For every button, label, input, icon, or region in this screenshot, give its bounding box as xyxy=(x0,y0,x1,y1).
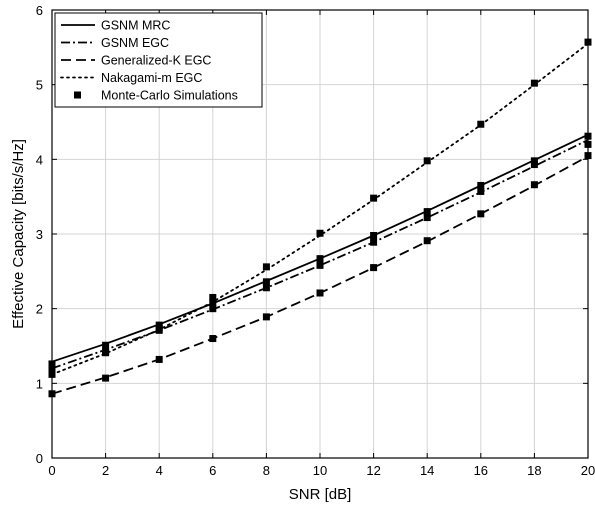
sim-marker xyxy=(370,231,378,239)
sim-marker xyxy=(209,293,217,301)
x-tick-label: 16 xyxy=(474,463,488,478)
x-tick-label: 20 xyxy=(581,463,595,478)
sim-marker xyxy=(370,194,378,202)
sim-marker xyxy=(530,157,538,165)
y-tick-label: 1 xyxy=(36,376,43,391)
sim-marker xyxy=(316,255,324,263)
sim-marker xyxy=(102,341,110,349)
sim-marker xyxy=(530,161,538,169)
sim-marker xyxy=(477,210,485,218)
sim-marker xyxy=(209,305,217,313)
sim-marker xyxy=(316,261,324,269)
sim-marker xyxy=(477,181,485,189)
series-line xyxy=(51,139,589,370)
y-axis-label: Effective Capacity [bits/s/Hz] xyxy=(10,139,27,329)
sim-marker xyxy=(209,335,217,343)
y-tick-label: 3 xyxy=(36,227,43,242)
y-tick-label: 4 xyxy=(36,152,43,167)
legend-marker xyxy=(74,91,81,99)
legend-label: GSNM EGC xyxy=(101,36,169,50)
x-tick-label: 4 xyxy=(156,463,163,478)
sim-marker xyxy=(370,238,378,246)
sim-marker xyxy=(423,237,431,245)
legend: GSNM MRC GSNM EGC Generalized-K EGC Nakagam… xyxy=(54,12,263,108)
x-tick-label: 6 xyxy=(209,463,216,478)
x-tick-label: 14 xyxy=(420,463,434,478)
sim-marker xyxy=(477,120,485,128)
x-tick-label: 10 xyxy=(313,463,327,478)
sim-marker xyxy=(423,214,431,222)
y-tick-label: 5 xyxy=(36,78,43,93)
sim-marker xyxy=(423,208,431,216)
sim-marker xyxy=(155,355,163,363)
legend-label: GSNM MRC xyxy=(101,19,170,33)
sim-marker xyxy=(316,289,324,297)
legend-box xyxy=(54,12,263,108)
sim-marker xyxy=(530,79,538,87)
legend-label: Generalized-K EGC xyxy=(101,54,211,68)
x-tick-label: 12 xyxy=(366,463,380,478)
legend-label: Nakagami-m EGC xyxy=(101,71,202,85)
y-tick-label: 0 xyxy=(36,451,43,466)
x-axis-label: SNR [dB] xyxy=(289,486,352,503)
sim-marker xyxy=(477,187,485,195)
sim-marker xyxy=(423,157,431,165)
sim-marker xyxy=(155,324,163,332)
sim-marker xyxy=(370,264,378,272)
y-tick-label: 2 xyxy=(36,302,43,317)
y-tick-label: 6 xyxy=(36,3,43,18)
sim-marker xyxy=(209,299,217,307)
legend-label: Monte-Carlo Simulations xyxy=(101,89,238,103)
sim-marker xyxy=(102,349,110,357)
sim-marker xyxy=(262,284,270,292)
sim-marker xyxy=(262,278,270,286)
sim-marker xyxy=(262,313,270,321)
sim-marker xyxy=(102,374,110,382)
x-tick-label: 2 xyxy=(102,463,109,478)
sim-marker xyxy=(530,181,538,189)
sim-marker xyxy=(262,263,270,271)
x-tick-label: 0 xyxy=(48,463,55,478)
x-tick-label: 18 xyxy=(527,463,541,478)
x-tick-label: 8 xyxy=(263,463,270,478)
sim-marker xyxy=(316,229,324,237)
